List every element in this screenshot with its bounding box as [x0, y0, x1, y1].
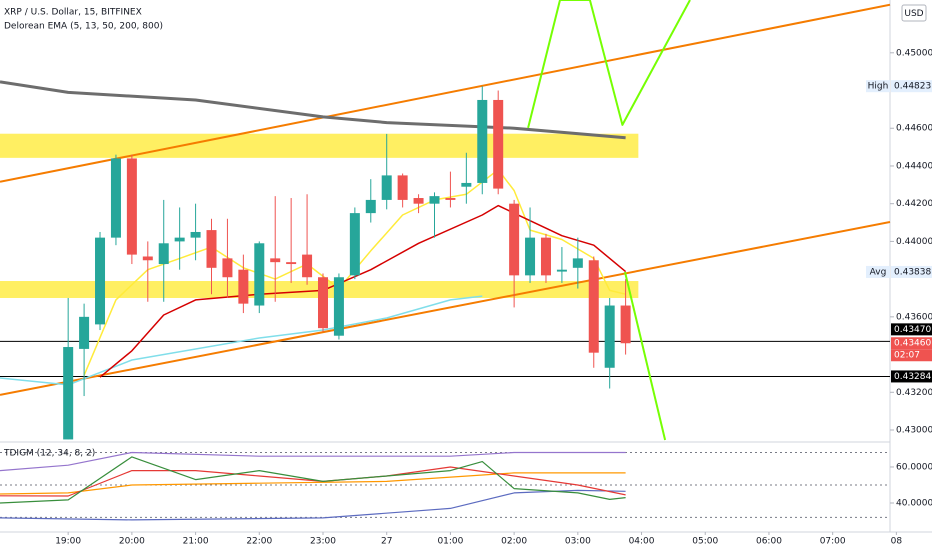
candle-body	[604, 305, 615, 368]
x-tick-label: 01:00	[437, 537, 463, 547]
candle-body	[222, 258, 233, 278]
price-label: 0.43838	[894, 267, 931, 277]
candle-body	[333, 277, 344, 336]
candle-body	[286, 262, 297, 265]
overlay-line	[0, 3, 891, 183]
x-tick-label: 06:00	[756, 537, 782, 547]
price-label: 0.43460	[894, 339, 931, 349]
oscillator-line	[0, 489, 626, 521]
candle-body	[142, 256, 153, 261]
overlay-line	[0, 80, 626, 140]
x-tick-label: 19:00	[55, 537, 81, 547]
price-label: 0.43470	[894, 325, 931, 335]
candle-body	[572, 258, 583, 268]
candle-body	[413, 198, 424, 204]
countdown: 02:07	[894, 351, 920, 361]
currency-box[interactable]	[901, 4, 927, 22]
indicator-label: Delorean EMA (5, 13, 50, 200, 800)	[4, 22, 163, 32]
candle-body	[556, 269, 567, 272]
y-tick-label: 0.45000	[896, 48, 932, 58]
candle-body	[365, 199, 376, 214]
candle-body	[302, 254, 313, 278]
price-label-box	[891, 80, 932, 93]
x-tick-label: 05:00	[692, 537, 718, 547]
oscillator-line	[0, 456, 626, 504]
x-tick-label: 27	[381, 537, 392, 547]
candle-body	[174, 237, 185, 242]
candle-body	[270, 258, 281, 263]
x-tick-label: 04:00	[629, 537, 655, 547]
candle-body	[397, 175, 408, 200]
candle-body	[63, 347, 74, 440]
candle-body	[429, 196, 440, 204]
y-tick-label: 60.00000	[896, 462, 932, 472]
price-tag: High	[868, 82, 889, 92]
chart-title: XRP / U.S. Dollar, 15, BITFINEX	[4, 8, 142, 18]
x-tick-label: 02:00	[501, 537, 527, 547]
candle-body	[588, 260, 599, 353]
candle-body	[461, 182, 472, 187]
y-tick-label: 0.44600	[896, 124, 932, 134]
candle-body	[477, 99, 488, 183]
y-tick-label: 0.43000	[896, 426, 932, 436]
overlay-line	[99, 204, 627, 378]
candle-body	[79, 316, 90, 349]
y-tick-label: 0.44000	[896, 237, 932, 247]
y-tick-label: 0.43600	[896, 312, 932, 322]
y-tick-label: 0.44200	[896, 199, 932, 209]
overlay-line	[0, 221, 891, 396]
candle-body	[254, 243, 265, 306]
price-tag: Avg	[870, 267, 887, 277]
projection-line	[624, 271, 667, 441]
price-label: 0.44823	[894, 82, 931, 92]
price-label-box	[891, 265, 932, 278]
candle-body	[540, 237, 551, 276]
candle-body	[445, 198, 456, 200]
price-tag-box	[866, 265, 890, 278]
x-tick-label: 08	[891, 537, 903, 547]
candle-body	[126, 158, 137, 255]
candle-body	[317, 277, 328, 329]
oscillator-line	[0, 472, 626, 495]
price-label-box	[891, 323, 932, 336]
candle-body	[349, 213, 360, 276]
candle-body	[158, 243, 169, 265]
price-label-box	[891, 370, 932, 383]
overlay-line	[83, 168, 626, 376]
countdown-box	[891, 349, 932, 362]
x-tick-label: 20:00	[119, 537, 145, 547]
candle-body	[206, 230, 217, 268]
price-label-box	[891, 337, 932, 350]
y-tick-label: 40.00000	[896, 498, 932, 508]
y-tick-label: 0.44400	[896, 161, 932, 171]
candle-body	[110, 158, 121, 238]
oscillator-line	[0, 451, 626, 472]
candle-body	[190, 231, 201, 238]
x-tick-label: 03:00	[565, 537, 591, 547]
candle-body	[238, 269, 249, 304]
x-tick-label: 07:00	[820, 537, 846, 547]
zone	[0, 133, 639, 158]
overlay-line	[0, 295, 483, 386]
candle-body	[381, 175, 392, 200]
projection-line	[527, 0, 691, 129]
currency[interactable]: USD	[904, 9, 923, 19]
candle-body	[509, 203, 520, 276]
x-tick-label: 22:00	[246, 537, 272, 547]
oscillator-title: TDIGM (12, 34, 8, 2)	[3, 449, 95, 459]
x-tick-label: 23:00	[310, 537, 336, 547]
candle-body	[525, 237, 536, 276]
candle-body	[95, 237, 106, 325]
price-label: 0.43284	[894, 372, 931, 382]
candle-body	[493, 99, 504, 189]
x-tick-label: 21:00	[183, 537, 209, 547]
candle-body	[620, 305, 631, 344]
y-tick-label: 0.43200	[896, 388, 932, 398]
plot-area	[0, 0, 891, 521]
price-tag-box	[866, 80, 890, 93]
